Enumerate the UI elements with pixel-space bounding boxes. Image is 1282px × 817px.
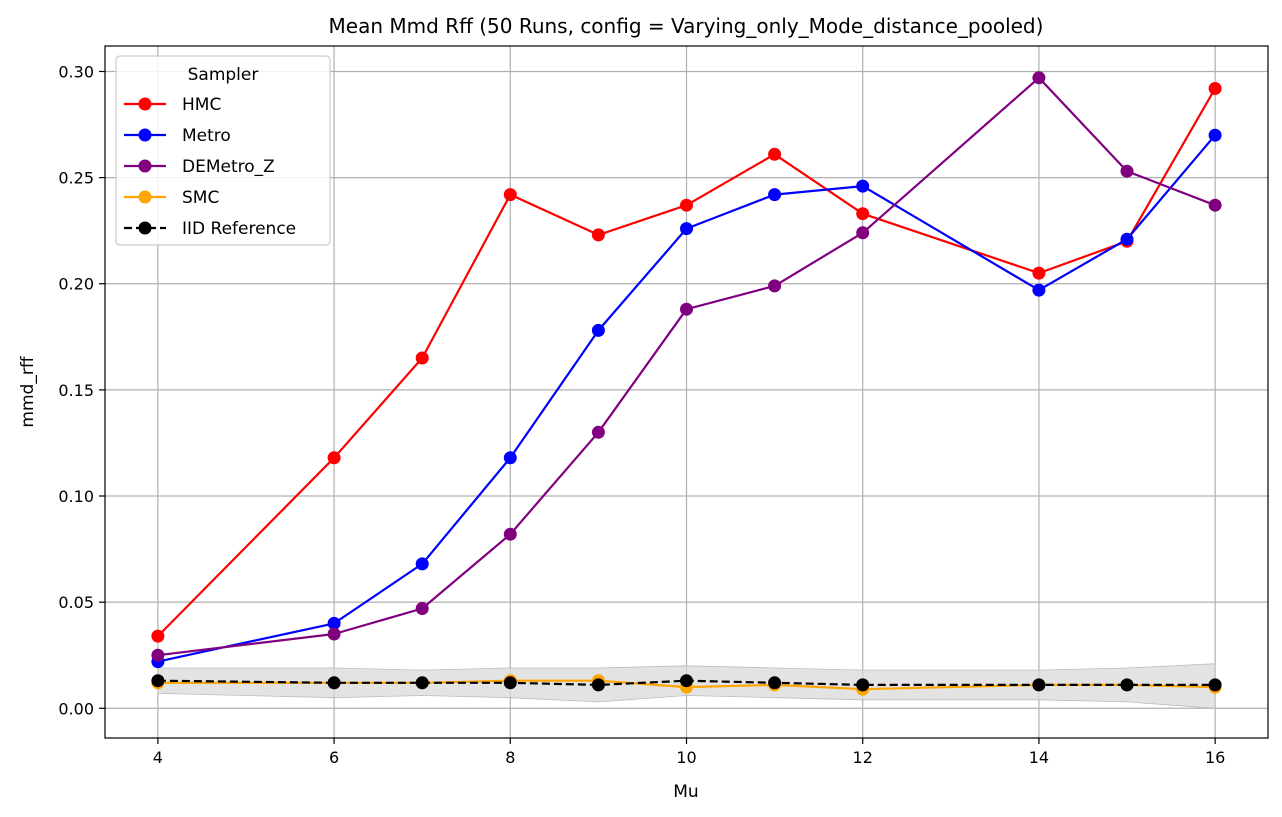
iid-reference-point xyxy=(1120,678,1134,692)
legend-marker xyxy=(138,190,152,204)
x-tick-label: 8 xyxy=(505,748,515,767)
metro-point xyxy=(1208,128,1222,142)
y-tick-label: 0.20 xyxy=(58,275,94,294)
hmc-point xyxy=(680,198,693,212)
y-tick-label: 0.05 xyxy=(58,593,94,612)
metro-point xyxy=(856,179,870,193)
metro-point xyxy=(591,323,605,337)
legend: Sampler HMC Metro DEMetro_Z SMC IID Reference xyxy=(115,55,331,246)
demetro-z-point xyxy=(768,279,782,293)
demetro-z-point xyxy=(151,648,165,662)
legend-item-smc: SMC xyxy=(124,188,219,208)
grid xyxy=(105,46,1268,738)
iid-reference-point xyxy=(327,676,341,690)
x-tick-label: 4 xyxy=(153,748,163,767)
hmc-point xyxy=(768,147,782,161)
x-tick-label: 6 xyxy=(329,748,339,767)
iid-reference-point xyxy=(151,674,165,688)
hmc-point xyxy=(856,207,870,221)
y-tick-label: 0.15 xyxy=(58,381,94,400)
chart-title: Mean Mmd Rff (50 Runs, config = Varying_… xyxy=(329,14,1044,38)
y-tick-label: 0.25 xyxy=(58,169,94,188)
hmc-point xyxy=(1032,266,1046,280)
iid-reference-point xyxy=(503,676,517,690)
metro-point xyxy=(1032,283,1046,297)
legend-item-iid-reference: IID Reference xyxy=(124,219,296,239)
y-tick-label: 0.00 xyxy=(58,699,94,718)
hmc-point xyxy=(415,351,429,365)
hmc-point xyxy=(1208,82,1222,95)
series-iid-reference xyxy=(151,674,1222,692)
x-axis-label: Mu xyxy=(673,782,698,802)
demetro-z-point xyxy=(1032,71,1046,85)
iid-reference-point xyxy=(1032,678,1046,692)
legend-marker xyxy=(138,221,152,235)
hmc-point xyxy=(503,188,517,202)
legend-label: HMC xyxy=(182,95,221,115)
legend-label: SMC xyxy=(182,188,219,208)
demetro-z-point xyxy=(856,226,870,240)
legend-item-metro: Metro xyxy=(124,126,231,146)
x-tick-label: 16 xyxy=(1205,748,1225,767)
series-layer xyxy=(151,71,1222,696)
metro-point xyxy=(680,222,693,236)
y-axis-label: mmd_rff xyxy=(18,355,38,427)
x-tick-label: 10 xyxy=(676,748,696,767)
hmc-point xyxy=(327,451,341,465)
demetro-z-point xyxy=(1120,164,1134,178)
x-tick-label: 14 xyxy=(1029,748,1049,767)
x-tick-label: 12 xyxy=(853,748,873,767)
series-hmc xyxy=(151,82,1222,643)
metro-point xyxy=(503,451,517,465)
hmc-point xyxy=(591,228,605,242)
metro-point xyxy=(415,557,429,571)
legend-box xyxy=(115,55,331,246)
demetro-z-point xyxy=(591,425,605,439)
demetro-z-point xyxy=(503,527,517,541)
demetro-z-point xyxy=(327,627,341,641)
series-metro xyxy=(151,128,1222,669)
legend-item-hmc: HMC xyxy=(124,95,221,115)
legend-marker xyxy=(138,128,152,142)
metro-point xyxy=(1120,232,1134,246)
legend-item-demetro-z: DEMetro_Z xyxy=(124,157,275,177)
demetro-z-point xyxy=(415,602,429,615)
series-demetro-z xyxy=(151,71,1222,662)
demetro-z-point xyxy=(1208,198,1222,212)
y-tick-label: 0.10 xyxy=(58,487,94,506)
iid-reference-point xyxy=(680,674,693,688)
ticks: 4 6 8 10 12 14 16 0.00 0.05 0.10 0.15 0.20 0.25 0.30 xyxy=(58,62,1225,767)
iid-reference-point xyxy=(856,678,870,692)
demetro-z-point xyxy=(680,302,693,316)
iid-reference-point xyxy=(415,676,429,690)
iid-reference-point xyxy=(591,678,605,692)
legend-label: IID Reference xyxy=(182,219,296,239)
legend-title: Sampler xyxy=(188,65,259,85)
iid-reference-point xyxy=(1208,678,1222,692)
legend-marker xyxy=(138,159,152,173)
iid-reference-point xyxy=(768,676,782,690)
metro-point xyxy=(768,188,782,202)
hmc-point xyxy=(151,629,165,643)
metro-point xyxy=(327,616,341,630)
legend-marker xyxy=(138,97,152,111)
y-tick-label: 0.30 xyxy=(58,62,94,81)
legend-label: DEMetro_Z xyxy=(182,157,275,177)
legend-label: Metro xyxy=(182,126,231,146)
